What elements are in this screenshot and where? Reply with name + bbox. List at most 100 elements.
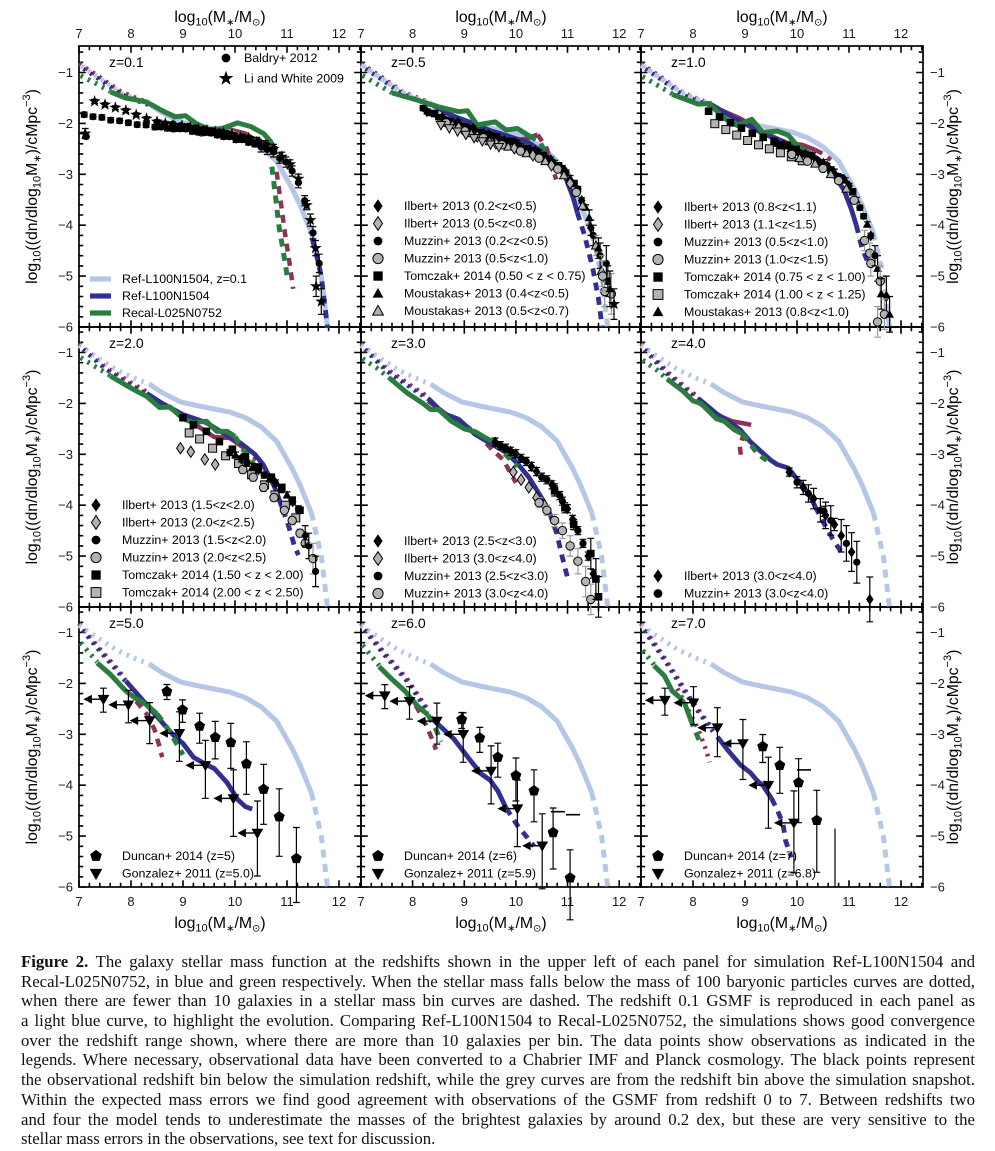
svg-text:10: 10 [228, 894, 242, 909]
svg-text:−1: −1 [930, 65, 945, 80]
svg-text:−5: −5 [930, 269, 945, 284]
svg-text:−3: −3 [58, 167, 73, 182]
svg-text:Tomczak+ 2014 (2.00 < z < 2.50: Tomczak+ 2014 (2.00 < z < 2.50) [122, 586, 304, 600]
svg-text:−4: −4 [58, 218, 73, 233]
svg-text:log10(M∗/M⊙): log10(M∗/M⊙) [455, 9, 546, 29]
svg-text:9: 9 [461, 26, 468, 41]
svg-text:log10((dn/dlog10M∗)/cMpc−3): log10((dn/dlog10M∗)/cMpc−3) [942, 650, 965, 845]
svg-text:7: 7 [75, 26, 82, 41]
svg-text:Muzzin+ 2013 (2.0<z<2.5): Muzzin+ 2013 (2.0<z<2.5) [122, 551, 266, 565]
svg-text:−6: −6 [930, 880, 945, 895]
svg-text:Muzzin+ 2013 (0.5<z<1.0): Muzzin+ 2013 (0.5<z<1.0) [404, 252, 548, 266]
svg-text:8: 8 [409, 26, 416, 41]
svg-text:9: 9 [179, 894, 186, 909]
svg-text:−3: −3 [58, 447, 73, 462]
svg-text:−4: −4 [58, 498, 73, 513]
svg-text:log10((dn/dlog10M∗)/cMpc−3): log10((dn/dlog10M∗)/cMpc−3) [21, 370, 44, 565]
svg-text:−1: −1 [930, 625, 945, 640]
svg-text:Muzzin+ 2013 (0.5<z<1.0): Muzzin+ 2013 (0.5<z<1.0) [684, 235, 828, 249]
svg-text:−3: −3 [58, 727, 73, 742]
svg-text:12: 12 [332, 894, 346, 909]
svg-text:12: 12 [894, 894, 908, 909]
svg-text:−3: −3 [930, 447, 945, 462]
svg-text:Tomczak+ 2014 (0.50 < z < 0.75: Tomczak+ 2014 (0.50 < z < 0.75) [404, 269, 586, 283]
svg-text:−6: −6 [930, 320, 945, 335]
svg-text:Muzzin+ 2013 (1.0<z<1.5): Muzzin+ 2013 (1.0<z<1.5) [684, 253, 828, 267]
svg-text:−1: −1 [930, 345, 945, 360]
svg-text:Gonzalez+ 2011 (z=5.9): Gonzalez+ 2011 (z=5.9) [404, 867, 536, 881]
svg-text:log10((dn/dlog10M∗)/cMpc−3): log10((dn/dlog10M∗)/cMpc−3) [942, 370, 965, 565]
svg-text:−2: −2 [930, 676, 945, 691]
svg-text:12: 12 [332, 26, 346, 41]
svg-text:11: 11 [561, 26, 575, 41]
svg-text:−3: −3 [930, 727, 945, 742]
svg-text:9: 9 [741, 894, 748, 909]
svg-text:12: 12 [612, 894, 626, 909]
svg-text:Muzzin+ 2013 (3.0<z<4.0): Muzzin+ 2013 (3.0<z<4.0) [684, 587, 828, 601]
svg-text:Moustakas+ 2013 (0.4<z<0.5): Moustakas+ 2013 (0.4<z<0.5) [404, 287, 569, 301]
svg-text:Tomczak+ 2014 (1.50 < z < 2.00: Tomczak+ 2014 (1.50 < z < 2.00) [122, 568, 304, 582]
svg-text:−2: −2 [930, 396, 945, 411]
svg-text:10: 10 [790, 26, 804, 41]
svg-text:−5: −5 [58, 269, 73, 284]
svg-text:Muzzin+ 2013 (1.5<z<2.0): Muzzin+ 2013 (1.5<z<2.0) [122, 533, 266, 547]
svg-text:−6: −6 [58, 880, 73, 895]
svg-text:−4: −4 [930, 498, 945, 513]
svg-text:9: 9 [179, 26, 186, 41]
svg-text:10: 10 [509, 894, 523, 909]
svg-text:9: 9 [461, 894, 468, 909]
svg-text:−1: −1 [58, 65, 73, 80]
svg-text:log10(M∗/M⊙): log10(M∗/M⊙) [455, 915, 546, 935]
svg-text:Gonzalez+ 2011 (z=5.0): Gonzalez+ 2011 (z=5.0) [122, 867, 254, 881]
svg-text:Ilbert+ 2013 (2.5<z<3.0): Ilbert+ 2013 (2.5<z<3.0) [404, 534, 537, 548]
svg-text:Baldry+ 2012: Baldry+ 2012 [244, 51, 317, 65]
svg-text:−4: −4 [930, 218, 945, 233]
svg-text:12: 12 [894, 26, 908, 41]
svg-text:8: 8 [689, 894, 696, 909]
svg-text:Recal-L025N0752: Recal-L025N0752 [122, 306, 222, 320]
svg-text:8: 8 [127, 894, 134, 909]
svg-text:10: 10 [228, 26, 242, 41]
svg-text:Ilbert+ 2013 (0.2<z<0.5): Ilbert+ 2013 (0.2<z<0.5) [404, 199, 537, 213]
svg-text:log10(M∗/M⊙): log10(M∗/M⊙) [736, 915, 827, 935]
svg-text:Ref-L100N1504, z=0.1: Ref-L100N1504, z=0.1 [122, 272, 247, 286]
svg-text:11: 11 [561, 894, 575, 909]
svg-text:z=0.1: z=0.1 [109, 54, 144, 70]
svg-text:z=0.5: z=0.5 [391, 54, 426, 70]
svg-text:Ilbert+ 2013 (2.0<z<2.5): Ilbert+ 2013 (2.0<z<2.5) [122, 516, 255, 530]
svg-text:−2: −2 [58, 676, 73, 691]
svg-text:log10(M∗/M⊙): log10(M∗/M⊙) [174, 915, 265, 935]
svg-text:Ilbert+ 2013 (3.0<z<4.0): Ilbert+ 2013 (3.0<z<4.0) [404, 552, 537, 566]
svg-text:7: 7 [357, 894, 364, 909]
svg-text:z=2.0: z=2.0 [109, 335, 144, 351]
svg-text:11: 11 [280, 26, 294, 41]
svg-text:z=4.0: z=4.0 [671, 335, 706, 351]
svg-text:11: 11 [842, 26, 856, 41]
svg-text:Muzzin+ 2013 (2.5<z<3.0): Muzzin+ 2013 (2.5<z<3.0) [404, 569, 548, 583]
svg-text:7: 7 [637, 26, 644, 41]
svg-text:log10((dn/dlog10M∗)/cMpc−3): log10((dn/dlog10M∗)/cMpc−3) [942, 89, 965, 284]
svg-text:Ilbert+ 2013 (1.1<z<1.5): Ilbert+ 2013 (1.1<z<1.5) [684, 218, 817, 232]
svg-text:z=6.0: z=6.0 [391, 615, 426, 631]
svg-text:−2: −2 [58, 116, 73, 131]
svg-text:Ilbert+ 2013 (0.5<z<0.8): Ilbert+ 2013 (0.5<z<0.8) [404, 217, 537, 231]
svg-text:Muzzin+ 2013 (0.2<z<0.5): Muzzin+ 2013 (0.2<z<0.5) [404, 234, 548, 248]
svg-text:Ref-L100N1504: Ref-L100N1504 [122, 289, 210, 303]
svg-text:−6: −6 [58, 600, 73, 615]
svg-text:log10(M∗/M⊙): log10(M∗/M⊙) [174, 9, 265, 29]
svg-text:7: 7 [357, 26, 364, 41]
svg-text:11: 11 [280, 894, 294, 909]
svg-text:11: 11 [842, 894, 856, 909]
svg-text:log10((dn/dlog10M∗)/cMpc−3): log10((dn/dlog10M∗)/cMpc−3) [21, 89, 44, 284]
svg-text:−2: −2 [930, 116, 945, 131]
svg-text:Duncan+ 2014 (z=5): Duncan+ 2014 (z=5) [122, 849, 235, 863]
svg-text:Li and White 2009: Li and White 2009 [244, 72, 344, 86]
svg-text:Duncan+ 2014 (z=7): Duncan+ 2014 (z=7) [684, 849, 797, 863]
svg-text:−6: −6 [58, 320, 73, 335]
svg-text:8: 8 [127, 26, 134, 41]
svg-text:z=1.0: z=1.0 [671, 54, 706, 70]
svg-text:Gonzalez+ 2011 (z=6.8): Gonzalez+ 2011 (z=6.8) [684, 867, 816, 881]
svg-text:8: 8 [409, 894, 416, 909]
svg-text:z=5.0: z=5.0 [109, 615, 144, 631]
svg-text:−5: −5 [58, 829, 73, 844]
